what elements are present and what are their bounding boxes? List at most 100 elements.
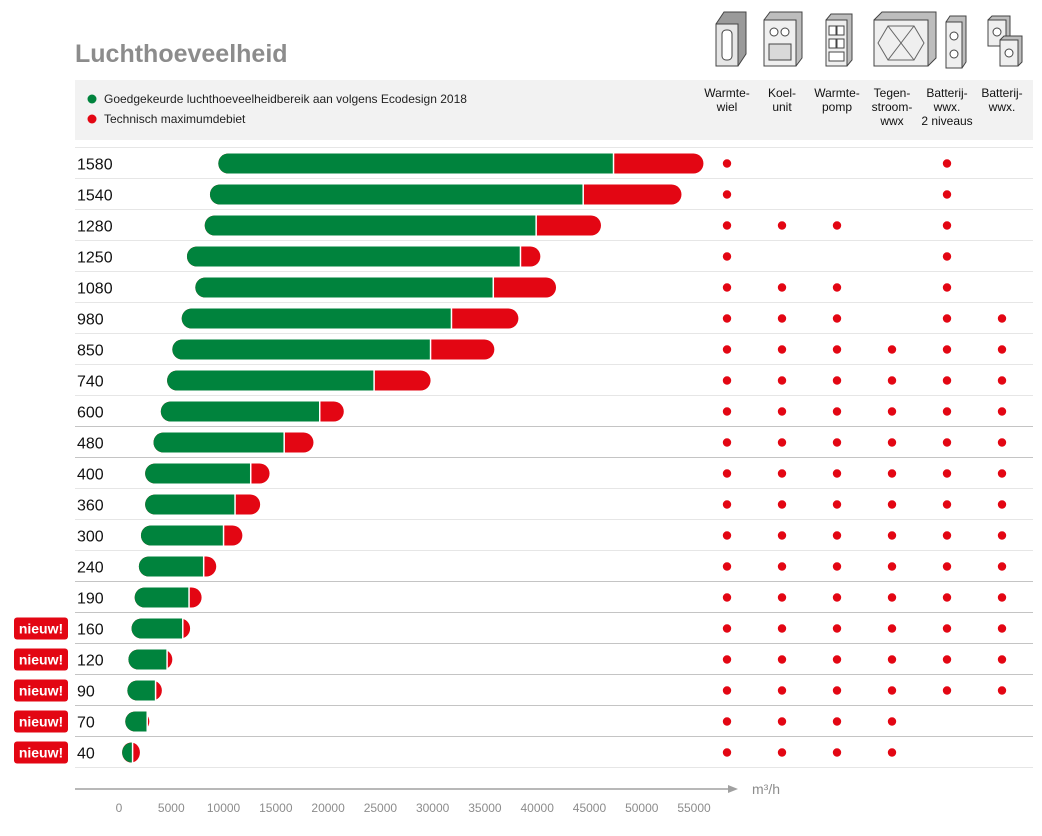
availability-dot-warmtewiel: [722, 469, 732, 478]
row-label: 1280: [77, 219, 113, 236]
tegenstroom-icon: [873, 11, 937, 67]
nieuw-badge: [14, 710, 68, 733]
availability-dot-batterij2: [942, 624, 952, 633]
availability-dot-batterij: [997, 531, 1007, 540]
eco-bar: [181, 308, 452, 329]
availability-dot-tegenstroom: [887, 531, 897, 540]
row-label: 70: [77, 715, 95, 732]
row-label: 190: [77, 591, 104, 608]
availability-dot-koelunit: [777, 376, 787, 385]
legend-eco-label: Goedgekeurde luchthoeveelheidbereik aan …: [104, 92, 467, 106]
chart-row: 190: [77, 587, 1007, 608]
x-tick-label: 55000: [677, 801, 711, 815]
chart-title: Luchthoeveelheid: [75, 40, 288, 68]
availability-dot-koelunit: [777, 500, 787, 509]
availability-dot-batterij2: [942, 159, 952, 168]
availability-dot-koelunit: [777, 438, 787, 447]
chart-row: 480: [77, 432, 1007, 453]
availability-dot-warmtepomp: [832, 345, 842, 354]
availability-dot-warmtepomp: [832, 624, 842, 633]
nieuw-badge-label: nieuw!: [19, 621, 63, 637]
row-label: 980: [77, 312, 104, 329]
availability-dot-batterij: [997, 500, 1007, 509]
x-axis-unit: m³/h: [752, 781, 780, 797]
column-header-tegenstroom: stroom-: [872, 100, 913, 114]
availability-dot-warmtepomp: [832, 500, 842, 509]
x-tick-label: 10000: [207, 801, 241, 815]
column-header-koelunit: Koel-: [768, 86, 796, 100]
x-tick-label: 35000: [468, 801, 502, 815]
availability-dot-koelunit: [777, 655, 787, 664]
availability-dot-batterij: [997, 593, 1007, 602]
row-separators: [75, 147, 1033, 768]
row-label: 240: [77, 560, 104, 577]
availability-dot-koelunit: [777, 717, 787, 726]
availability-dot-koelunit: [777, 686, 787, 695]
column-header-batterij2: Batterij-: [926, 86, 967, 100]
legend-max-label: Technisch maximumdebiet: [104, 112, 246, 126]
row-label: 600: [77, 405, 104, 422]
koelunit-icon: [763, 11, 803, 67]
row-label: 120: [77, 653, 104, 670]
availability-dot-koelunit: [777, 624, 787, 633]
availability-dot-batterij2: [942, 686, 952, 695]
eco-bar: [167, 370, 375, 391]
availability-dot-warmtewiel: [722, 438, 732, 447]
row-label: 850: [77, 343, 104, 360]
eco-bar: [153, 432, 285, 453]
eco-bar: [134, 587, 190, 608]
availability-dot-batterij2: [942, 500, 952, 509]
column-header-batterij: wwx.: [988, 100, 1016, 114]
availability-dot-warmtewiel: [722, 531, 732, 540]
availability-dot-batterij: [997, 345, 1007, 354]
availability-dot-tegenstroom: [887, 376, 897, 385]
eco-bar: [172, 339, 431, 360]
x-tick-label: 25000: [364, 801, 398, 815]
availability-dot-koelunit: [777, 407, 787, 416]
chart-row: 980: [77, 308, 1007, 329]
availability-dot-batterij2: [942, 376, 952, 385]
availability-dot-warmtewiel: [722, 221, 732, 230]
availability-dot-warmtewiel: [722, 500, 732, 509]
availability-dot-tegenstroom: [887, 748, 897, 757]
column-header-batterij2: wwx.: [933, 100, 961, 114]
availability-dot-warmtewiel: [722, 283, 732, 292]
availability-dot-warmtepomp: [832, 531, 842, 540]
x-tick-label: 0: [116, 801, 123, 815]
availability-dot-koelunit: [777, 562, 787, 571]
availability-dot-warmtewiel: [722, 314, 732, 323]
availability-dot-warmtewiel: [722, 376, 732, 385]
availability-dot-batterij2: [942, 345, 952, 354]
eco-bar: [195, 277, 494, 298]
row-label: 1250: [77, 250, 113, 267]
availability-dot-warmtewiel: [722, 252, 732, 261]
column-header-tegenstroom: wwx: [879, 114, 903, 128]
column-header-warmtewiel: wiel: [716, 100, 738, 114]
chart-row: nieuw! 120: [14, 648, 1007, 671]
x-axis-ticks: 0 5000 10000 15000 20000 25000 30000 35000 40000…: [116, 801, 711, 815]
chart-row: 300: [77, 525, 1007, 546]
nieuw-badge: [14, 741, 68, 764]
availability-dot-warmtewiel: [722, 562, 732, 571]
availability-dot-tegenstroom: [887, 562, 897, 571]
nieuw-badge-label: nieuw!: [19, 714, 63, 730]
availability-dot-batterij: [997, 686, 1007, 695]
availability-dot-koelunit: [777, 221, 787, 230]
chart-row: 1580: [77, 153, 952, 174]
row-label: 740: [77, 374, 104, 391]
nieuw-badge: [14, 679, 68, 702]
availability-dot-warmtewiel: [722, 748, 732, 757]
availability-dot-warmtepomp: [832, 469, 842, 478]
row-label: 300: [77, 529, 104, 546]
availability-dot-batterij2: [942, 469, 952, 478]
eco-bar: [145, 463, 251, 484]
availability-dot-warmtewiel: [722, 686, 732, 695]
batterij-2-niveaus-icon: [945, 15, 967, 69]
eco-bar: [145, 494, 236, 515]
chart-row: 360: [77, 494, 1007, 515]
chart-row: nieuw! 40: [14, 741, 897, 764]
availability-dot-batterij2: [942, 438, 952, 447]
availability-dot-tegenstroom: [887, 655, 897, 664]
legend-band: [75, 80, 1033, 140]
warmtepomp-icon: [825, 13, 853, 67]
